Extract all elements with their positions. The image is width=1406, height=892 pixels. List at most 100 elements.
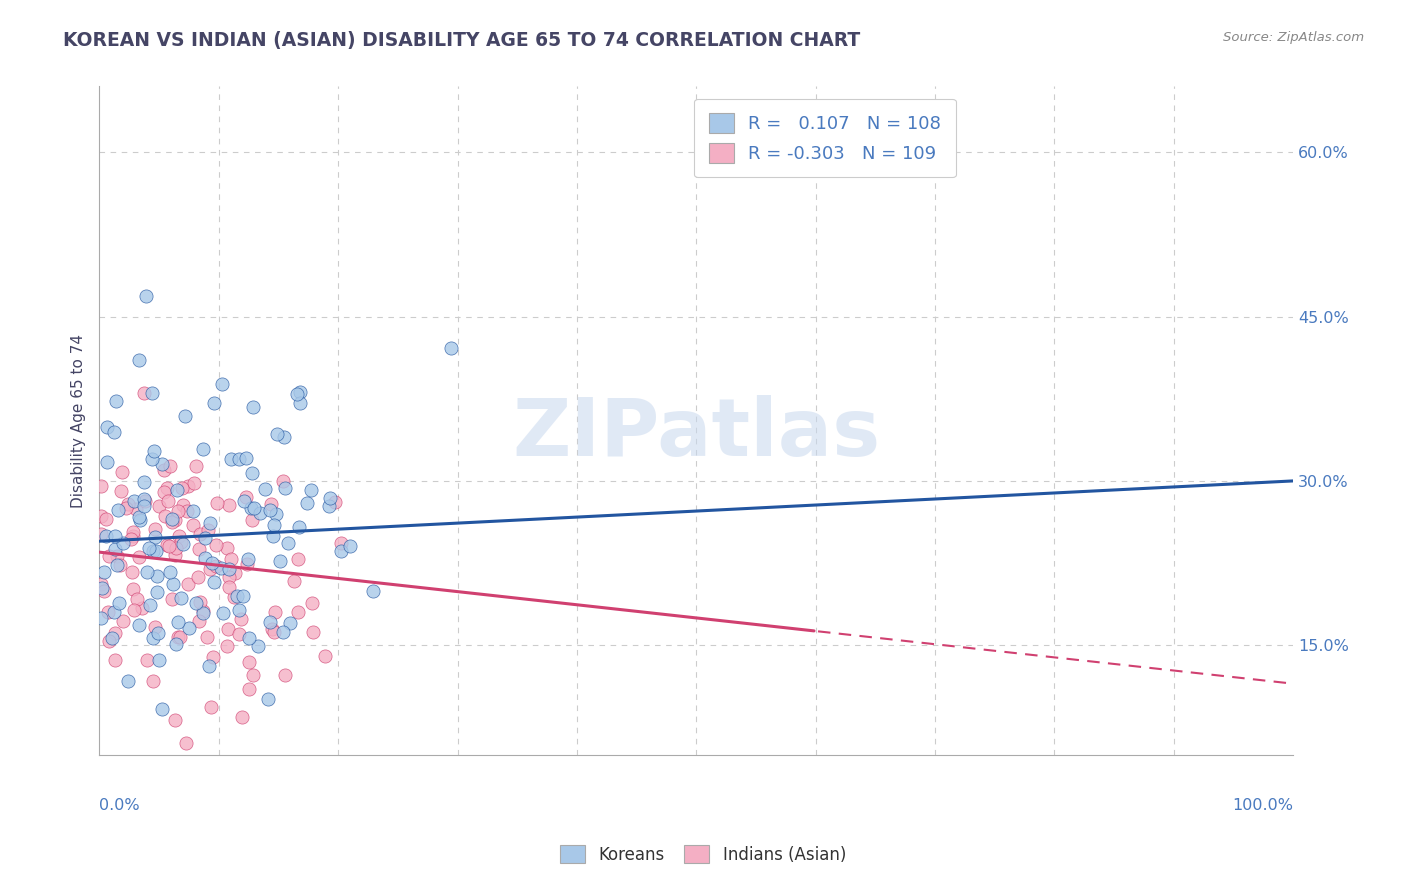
Point (302, 624, 325, 639)
Point (135, 565, 157, 579)
Point (117, 673, 139, 688)
Point (153, 484, 176, 499)
Point (224, 566, 246, 580)
Point (105, 549, 128, 563)
Point (120, 533, 142, 547)
Point (96, 419, 118, 434)
Point (128, 509, 150, 524)
Point (211, 606, 233, 620)
Point (318, 499, 340, 513)
Point (131, 601, 153, 615)
Point (103, 605, 125, 619)
Point (139, 599, 162, 613)
Point (235, 450, 257, 465)
Point (134, 494, 156, 508)
Point (97, 605, 120, 619)
Point (169, 630, 191, 644)
Point (285, 386, 308, 401)
Point (145, 585, 167, 599)
Point (125, 501, 148, 516)
Point (198, 562, 221, 576)
Point (165, 541, 187, 556)
Point (330, 535, 353, 549)
Point (128, 617, 150, 632)
Point (221, 451, 243, 466)
Text: Source: ZipAtlas.com: Source: ZipAtlas.com (1223, 31, 1364, 45)
Point (218, 570, 240, 584)
Point (273, 481, 295, 495)
Point (288, 520, 311, 534)
Point (143, 529, 166, 543)
Point (363, 583, 385, 598)
Point (266, 426, 288, 441)
Point (318, 491, 340, 506)
Point (249, 506, 271, 520)
Point (188, 595, 211, 609)
Point (101, 631, 124, 645)
Point (170, 591, 193, 605)
Point (439, 341, 461, 355)
Point (273, 668, 295, 682)
Point (98, 634, 121, 648)
Point (104, 626, 127, 640)
Point (209, 561, 232, 575)
Point (160, 592, 183, 607)
Point (257, 692, 280, 706)
Point (240, 467, 263, 481)
Point (200, 700, 222, 714)
Point (135, 653, 157, 667)
Point (205, 558, 228, 573)
Point (156, 494, 179, 508)
Point (236, 557, 259, 571)
Point (150, 702, 173, 716)
Point (232, 589, 254, 603)
Point (218, 561, 240, 575)
Point (104, 653, 127, 667)
Point (94, 529, 117, 543)
Point (142, 631, 165, 645)
Point (194, 531, 217, 545)
Point (204, 538, 226, 552)
Text: 0.0%: 0.0% (100, 798, 141, 814)
Point (177, 621, 200, 635)
Point (97, 549, 120, 564)
Point (191, 607, 214, 621)
Point (314, 649, 336, 664)
Point (132, 491, 155, 506)
Point (96, 455, 118, 469)
Point (177, 479, 200, 493)
Point (181, 518, 204, 533)
Point (264, 507, 287, 521)
Point (128, 513, 150, 527)
Point (238, 631, 260, 645)
Point (146, 626, 169, 640)
Point (269, 554, 291, 568)
Point (170, 481, 193, 495)
Point (323, 495, 346, 509)
Point (142, 673, 165, 688)
Point (181, 504, 204, 518)
Point (166, 637, 188, 651)
Point (121, 565, 143, 579)
Point (283, 574, 305, 589)
Point (329, 544, 352, 558)
Point (253, 482, 276, 496)
Point (177, 576, 200, 591)
Point (194, 550, 217, 565)
Point (172, 537, 194, 551)
Point (91, 581, 114, 595)
Point (153, 508, 176, 523)
Point (260, 497, 283, 511)
Point (235, 490, 257, 504)
Point (191, 604, 214, 618)
Point (201, 556, 224, 570)
Point (243, 500, 266, 515)
Point (143, 444, 166, 458)
Point (104, 529, 127, 543)
Point (96, 512, 118, 526)
Point (228, 627, 250, 641)
Point (150, 457, 173, 471)
Point (287, 605, 309, 619)
Point (142, 544, 165, 558)
Point (202, 396, 225, 410)
